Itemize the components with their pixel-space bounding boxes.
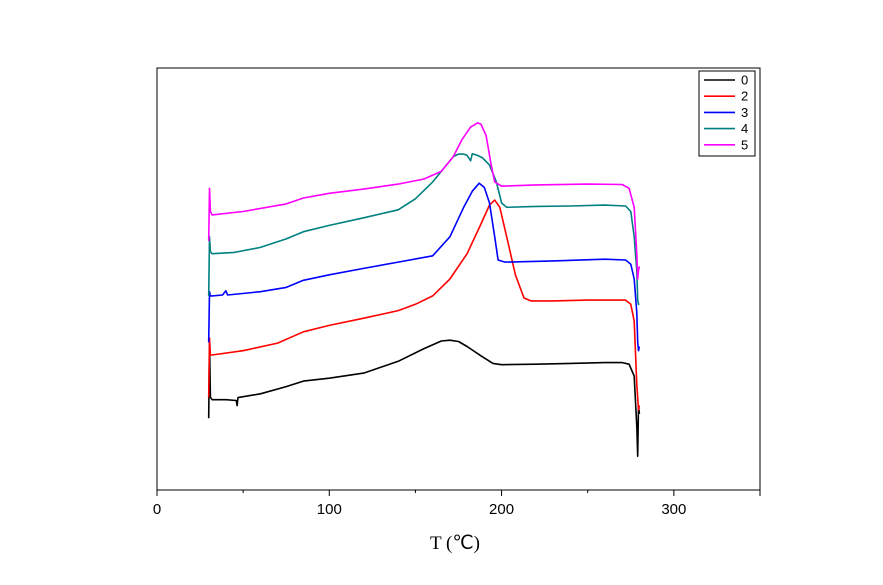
series-line-4	[207, 152, 640, 306]
series-line-5	[207, 122, 641, 280]
legend-box	[698, 70, 756, 157]
plot-frame	[156, 67, 761, 491]
x-tick-label: 200	[489, 501, 514, 518]
series-line-0	[207, 339, 641, 458]
legend-label-4: 4	[741, 121, 748, 136]
x-tick-label: 100	[317, 501, 342, 518]
x-axis-title: T (℃)	[430, 533, 480, 554]
series-line-2	[207, 199, 641, 411]
legend-label-5: 5	[741, 137, 748, 152]
legend-label-2: 2	[741, 89, 748, 104]
legend-label-3: 3	[741, 105, 748, 120]
x-tick-label: 300	[661, 501, 686, 518]
x-tick-label: 0	[153, 501, 161, 518]
x-axis: 0 100 200 300	[153, 490, 761, 518]
series-layer	[207, 122, 641, 458]
series-line-3	[207, 182, 641, 352]
legend-label-0: 0	[741, 73, 748, 88]
